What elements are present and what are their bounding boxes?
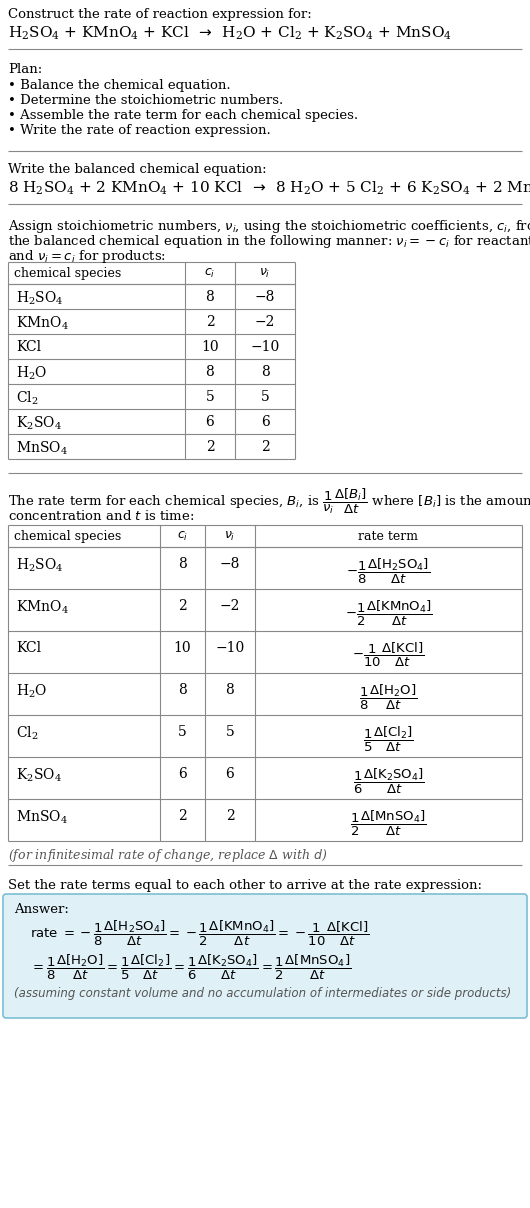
Text: $-\dfrac{1}{10}\dfrac{\Delta[\mathrm{KCl}]}{\Delta t}$: $-\dfrac{1}{10}\dfrac{\Delta[\mathrm{KCl…	[352, 641, 425, 669]
Text: $\dfrac{1}{2}\dfrac{\Delta[\mathrm{MnSO_4}]}{\Delta t}$: $\dfrac{1}{2}\dfrac{\Delta[\mathrm{MnSO_…	[350, 809, 427, 838]
Text: $\mathregular{K_2SO_4}$: $\mathregular{K_2SO_4}$	[16, 416, 62, 432]
Text: −10: −10	[215, 641, 245, 655]
Text: 8: 8	[226, 683, 234, 697]
Text: $\mathregular{KMnO_4}$: $\mathregular{KMnO_4}$	[16, 315, 69, 332]
Text: (assuming constant volume and no accumulation of intermediates or side products): (assuming constant volume and no accumul…	[14, 987, 511, 1000]
Text: 2: 2	[178, 599, 187, 612]
Text: Construct the rate of reaction expression for:: Construct the rate of reaction expressio…	[8, 8, 312, 21]
Text: • Balance the chemical equation.: • Balance the chemical equation.	[8, 79, 231, 92]
Text: 2: 2	[261, 440, 269, 454]
Text: $\mathregular{Cl_2}$: $\mathregular{Cl_2}$	[16, 390, 39, 407]
Text: 8: 8	[178, 557, 187, 571]
Text: • Write the rate of reaction expression.: • Write the rate of reaction expression.	[8, 124, 271, 137]
Text: 8: 8	[206, 290, 214, 304]
Text: 6: 6	[206, 416, 214, 429]
Text: $\mathregular{K_2SO_4}$: $\mathregular{K_2SO_4}$	[16, 767, 62, 784]
Text: rate term: rate term	[358, 530, 418, 544]
Text: $\mathregular{MnSO_4}$: $\mathregular{MnSO_4}$	[16, 809, 68, 826]
Text: 5: 5	[178, 725, 187, 739]
Text: 10: 10	[201, 339, 219, 354]
Text: $\mathregular{H_2O}$: $\mathregular{H_2O}$	[16, 683, 47, 701]
Text: Set the rate terms equal to each other to arrive at the rate expression:: Set the rate terms equal to each other t…	[8, 879, 482, 892]
Text: (for infinitesimal rate of change, replace $\Delta$ with $d$): (for infinitesimal rate of change, repla…	[8, 847, 328, 864]
Text: −2: −2	[255, 315, 275, 329]
Text: $-\dfrac{1}{8}\dfrac{\Delta[\mathrm{H_2SO_4}]}{\Delta t}$: $-\dfrac{1}{8}\dfrac{\Delta[\mathrm{H_2S…	[347, 557, 430, 586]
Text: • Assemble the rate term for each chemical species.: • Assemble the rate term for each chemic…	[8, 109, 358, 122]
Text: 6: 6	[178, 767, 187, 782]
Text: 2: 2	[206, 440, 214, 454]
Text: 5: 5	[261, 390, 269, 403]
Text: 2: 2	[226, 809, 234, 823]
Text: the balanced chemical equation in the following manner: $\nu_i = -c_i$ for react: the balanced chemical equation in the fo…	[8, 233, 530, 250]
Text: $\dfrac{1}{8}\dfrac{\Delta[\mathrm{H_2O}]}{\Delta t}$: $\dfrac{1}{8}\dfrac{\Delta[\mathrm{H_2O}…	[359, 683, 418, 713]
Text: −10: −10	[250, 339, 280, 354]
Text: $\dfrac{1}{5}\dfrac{\Delta[\mathrm{Cl_2}]}{\Delta t}$: $\dfrac{1}{5}\dfrac{\Delta[\mathrm{Cl_2}…	[363, 725, 414, 754]
Text: −8: −8	[255, 290, 275, 304]
Text: chemical species: chemical species	[14, 267, 121, 280]
Text: −8: −8	[220, 557, 240, 571]
Text: $\dfrac{1}{6}\dfrac{\Delta[\mathrm{K_2SO_4}]}{\Delta t}$: $\dfrac{1}{6}\dfrac{\Delta[\mathrm{K_2SO…	[352, 767, 425, 796]
Text: $\mathregular{MnSO_4}$: $\mathregular{MnSO_4}$	[16, 440, 68, 458]
Text: 10: 10	[174, 641, 191, 655]
Text: chemical species: chemical species	[14, 530, 121, 544]
Text: $\mathregular{H_2O}$: $\mathregular{H_2O}$	[16, 365, 47, 383]
Text: 5: 5	[226, 725, 234, 739]
Text: $\mathregular{H_2SO_4}$ $+$ $\mathregular{KMnO_4}$ $+$ KCl $\,\rightarrow\,$ $\m: $\mathregular{H_2SO_4}$ $+$ $\mathregula…	[8, 25, 452, 42]
Text: $\mathregular{Cl_2}$: $\mathregular{Cl_2}$	[16, 725, 39, 743]
Text: $-\dfrac{1}{2}\dfrac{\Delta[\mathrm{KMnO_4}]}{\Delta t}$: $-\dfrac{1}{2}\dfrac{\Delta[\mathrm{KMnO…	[344, 599, 432, 628]
Text: Write the balanced chemical equation:: Write the balanced chemical equation:	[8, 163, 267, 176]
Text: 8: 8	[178, 683, 187, 697]
Text: $= \dfrac{1}{8}\dfrac{\Delta[\mathrm{H_2O}]}{\Delta t} = \dfrac{1}{5}\dfrac{\Del: $= \dfrac{1}{8}\dfrac{\Delta[\mathrm{H_2…	[30, 953, 351, 982]
Text: Plan:: Plan:	[8, 63, 42, 76]
Text: −2: −2	[220, 599, 240, 612]
Text: $\nu_i$: $\nu_i$	[224, 530, 236, 544]
Text: 6: 6	[261, 416, 269, 429]
Text: Answer:: Answer:	[14, 904, 69, 916]
Text: $c_i$: $c_i$	[205, 267, 216, 280]
Text: • Determine the stoichiometric numbers.: • Determine the stoichiometric numbers.	[8, 94, 283, 108]
Text: $\mathregular{H_2SO_4}$: $\mathregular{H_2SO_4}$	[16, 290, 64, 307]
Text: The rate term for each chemical species, $B_i$, is $\dfrac{1}{\nu_i}\dfrac{\Delt: The rate term for each chemical species,…	[8, 487, 530, 516]
Text: $\mathregular{KMnO_4}$: $\mathregular{KMnO_4}$	[16, 599, 69, 616]
Text: rate $= -\dfrac{1}{8}\dfrac{\Delta[\mathrm{H_2SO_4}]}{\Delta t} = -\dfrac{1}{2}\: rate $= -\dfrac{1}{8}\dfrac{\Delta[\math…	[30, 919, 369, 948]
Text: 2: 2	[206, 315, 214, 329]
Text: $c_i$: $c_i$	[177, 530, 188, 544]
Text: 8 $\mathregular{H_2SO_4}$ $+$ 2 $\mathregular{KMnO_4}$ $+$ 10 KCl $\,\rightarrow: 8 $\mathregular{H_2SO_4}$ $+$ 2 $\mathre…	[8, 180, 530, 197]
Text: concentration and $t$ is time:: concentration and $t$ is time:	[8, 509, 195, 523]
Text: 5: 5	[206, 390, 214, 403]
Text: 2: 2	[178, 809, 187, 823]
Text: and $\nu_i = c_i$ for products:: and $\nu_i = c_i$ for products:	[8, 248, 166, 265]
Text: $\mathregular{H_2SO_4}$: $\mathregular{H_2SO_4}$	[16, 557, 64, 574]
Text: Assign stoichiometric numbers, $\nu_i$, using the stoichiometric coefficients, $: Assign stoichiometric numbers, $\nu_i$, …	[8, 217, 530, 236]
Text: 6: 6	[226, 767, 234, 782]
Text: KCl: KCl	[16, 641, 41, 655]
Text: 8: 8	[261, 365, 269, 379]
Text: KCl: KCl	[16, 339, 41, 354]
FancyBboxPatch shape	[3, 894, 527, 1018]
Text: 8: 8	[206, 365, 214, 379]
Text: $\nu_i$: $\nu_i$	[259, 267, 271, 280]
